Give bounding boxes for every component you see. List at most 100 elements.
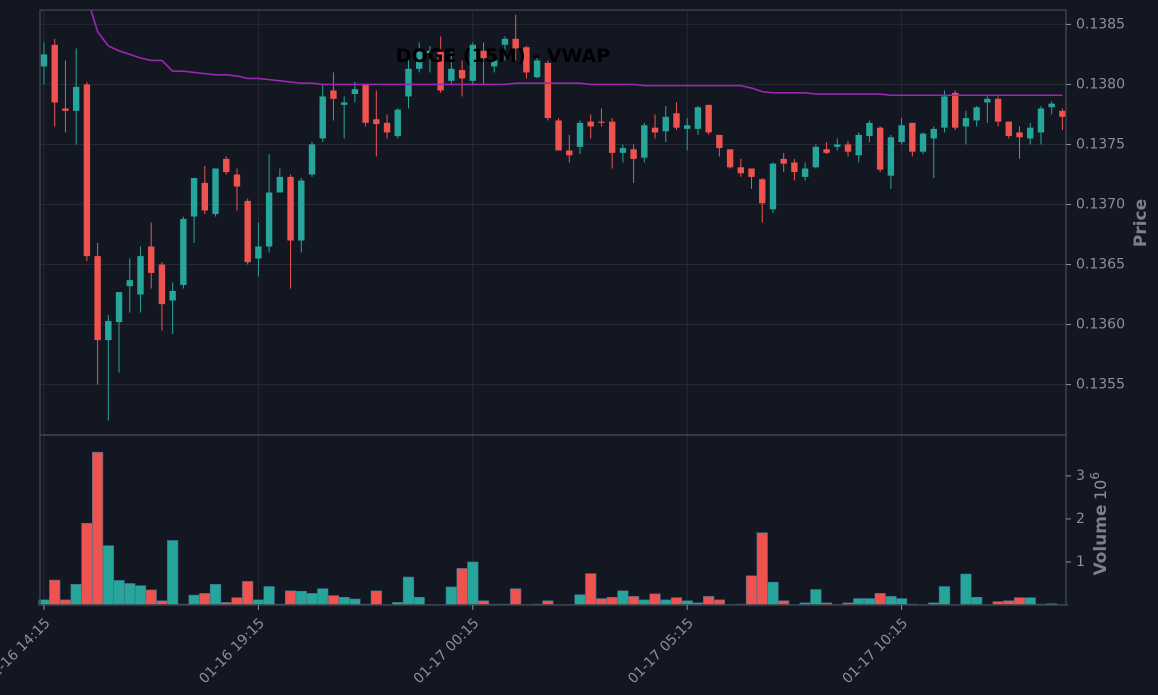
candle-body	[791, 162, 798, 173]
volume-bar	[971, 596, 983, 606]
candle-body	[287, 176, 294, 241]
candle-body	[630, 149, 637, 159]
candle-body	[780, 158, 787, 164]
candle-body	[362, 84, 369, 123]
volume-bar	[585, 573, 597, 606]
candle-body	[308, 144, 316, 175]
candle-body	[726, 149, 734, 168]
candle-body	[759, 179, 766, 204]
candle-body	[801, 168, 809, 177]
candle-body	[716, 134, 723, 149]
x-tick-label: 01-16 14:15	[0, 615, 54, 687]
volume-offset-base: 10	[1091, 480, 1110, 500]
y-tick-label: 3	[1076, 468, 1085, 484]
candle-body	[426, 50, 434, 54]
candle-body	[834, 144, 841, 147]
volume-bar	[895, 598, 908, 606]
candle-body	[458, 70, 466, 79]
candle-body	[769, 163, 777, 210]
volume-bar	[145, 589, 157, 606]
volume-bar	[263, 586, 275, 606]
candle-body	[876, 127, 884, 170]
candle-body	[501, 38, 509, 45]
volume-bar	[874, 593, 886, 606]
candle-body	[158, 264, 166, 305]
volume-bar	[188, 594, 200, 606]
volume-bar	[960, 573, 972, 606]
candle-body	[962, 118, 970, 127]
volume-bar	[510, 588, 522, 606]
volume-bar	[242, 581, 254, 606]
candle-body	[1048, 103, 1055, 108]
volume-bar	[938, 586, 951, 606]
candle-body	[641, 125, 648, 158]
volume-bar	[413, 596, 425, 606]
volume-bar	[810, 589, 822, 606]
volume-bar	[456, 568, 468, 606]
candle-body	[523, 47, 530, 73]
candle-body	[952, 92, 959, 128]
candle-body	[941, 96, 948, 128]
volume-bar	[660, 599, 672, 606]
volume-bar	[638, 599, 650, 606]
candle-body	[265, 192, 273, 247]
candle-body	[180, 218, 187, 285]
candle-body	[276, 176, 284, 193]
candle-body	[748, 168, 755, 177]
candle-body	[437, 52, 444, 91]
candle-body	[1059, 110, 1066, 117]
y-tick-label: 0.1375	[1076, 136, 1125, 152]
volume-bar	[853, 598, 865, 606]
candle-body	[62, 108, 69, 111]
candle-body	[190, 178, 198, 217]
candle-body	[1037, 108, 1045, 133]
y-tick-label: 2	[1076, 511, 1085, 527]
y-tick-label: 0.1385	[1076, 16, 1125, 32]
candle-body	[298, 180, 305, 241]
mark-layer	[38, 10, 1068, 606]
candle-body	[340, 102, 348, 105]
volume-bar	[745, 575, 758, 606]
candle-body	[244, 200, 251, 263]
volume-offset: 106	[1088, 472, 1110, 500]
candle-body	[255, 246, 262, 259]
candle-body	[823, 149, 830, 153]
vwap-line	[90, 10, 1063, 97]
volume-bar	[199, 593, 211, 606]
candle-body	[533, 60, 541, 78]
candle-body	[566, 150, 573, 156]
volume-bar	[885, 596, 897, 606]
volume-bar	[703, 596, 715, 606]
volume-bar	[606, 596, 618, 606]
volume-bar	[167, 540, 179, 606]
candle-body	[705, 104, 712, 133]
candle-body	[51, 44, 58, 103]
candle-body	[576, 122, 584, 147]
volume-bar	[649, 593, 661, 606]
candle-body	[812, 146, 820, 168]
volume-bar	[252, 599, 265, 606]
candle-body	[126, 280, 133, 287]
candle-body	[1005, 121, 1012, 137]
candle-body	[598, 121, 605, 123]
candle-body	[984, 98, 991, 103]
candle-body	[469, 44, 476, 81]
candle-body	[544, 62, 552, 119]
volume-bar	[134, 585, 147, 606]
volume-offset-exponent: 6	[1088, 472, 1102, 480]
candle-body	[555, 120, 562, 151]
candle-body	[405, 68, 412, 97]
price-axis-title: Price	[1131, 199, 1151, 247]
candle-body	[480, 50, 487, 59]
candle-body	[619, 148, 627, 153]
volume-bar	[349, 598, 361, 606]
candle-body	[651, 127, 659, 133]
candle-body	[673, 113, 680, 128]
candle-body	[105, 320, 112, 341]
candle-body	[94, 256, 101, 341]
volume-bar	[231, 597, 243, 606]
candle-body	[898, 125, 905, 143]
volume-bar	[70, 584, 82, 606]
volume-bar	[1024, 597, 1036, 606]
